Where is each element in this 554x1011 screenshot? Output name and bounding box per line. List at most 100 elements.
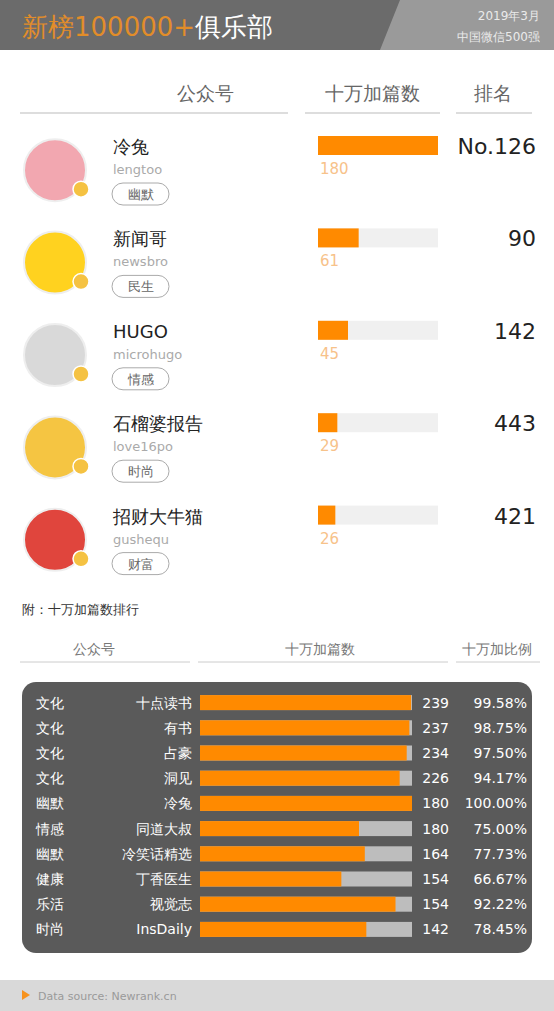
top-table: 公众号十万加篇数排名冷兔lengtoo幽默180No.126新闻哥newsbro… [20, 82, 536, 575]
tag: 健康 [36, 871, 64, 887]
footer-bg [0, 980, 554, 1011]
header-underline [305, 113, 440, 114]
data-label: 92.22% [474, 896, 527, 912]
ranking-table: 附：十万加篇数排行公众号十万加篇数十万加比例文化十点读书23999.58%文化有… [20, 602, 540, 953]
count: 226 [422, 770, 449, 786]
tracks [200, 695, 412, 937]
account-id: microhugo [113, 347, 182, 362]
rank: No.126 [457, 134, 536, 159]
bar [318, 228, 359, 247]
header-underline [198, 662, 448, 663]
account-name: 有书 [164, 720, 192, 736]
count: 180 [422, 821, 449, 837]
column-header: 公众号 [73, 641, 115, 657]
bar [200, 771, 400, 786]
tag-box [112, 460, 169, 482]
tag: 幽默 [36, 795, 64, 811]
data-label: 99.58% [474, 695, 527, 711]
column-header: 十万加比例 [462, 641, 532, 657]
tag: 情感 [127, 372, 154, 387]
bar-track [318, 506, 438, 525]
tag: 时尚 [128, 464, 154, 479]
account-name: 洞见 [164, 770, 192, 786]
header-title-main: 俱乐部 [195, 12, 273, 42]
data-label: 94.17% [474, 770, 527, 786]
bar-track [200, 897, 412, 912]
tag: 幽默 [128, 187, 154, 202]
footer-arrow [22, 990, 30, 1000]
bar [200, 821, 359, 836]
avatar-badge [73, 366, 89, 382]
account-id: gushequ [113, 532, 169, 547]
header-underline [456, 662, 540, 663]
footer-source: Data source: Newrank.cn [38, 990, 177, 1003]
account-name: 冷兔 [113, 136, 149, 157]
header-bg [0, 0, 554, 50]
header-underline [456, 113, 532, 114]
account-name: 冷兔 [164, 795, 192, 811]
bar-track [200, 796, 412, 811]
account-id: love16po [113, 439, 173, 454]
bar [200, 796, 412, 811]
bars [200, 695, 412, 937]
tag-box [112, 183, 169, 205]
data-label: 75.00% [474, 821, 527, 837]
count: 142 [422, 921, 449, 937]
avatar-badge [73, 274, 89, 290]
tag-box [112, 368, 169, 390]
header-underline [20, 662, 190, 663]
bar [200, 846, 365, 861]
rank: 90 [508, 226, 536, 251]
column-header: 公众号 [177, 82, 234, 104]
bar-track [200, 720, 412, 735]
header-title: 新榜100000+俱乐部 [22, 12, 273, 42]
bar [200, 720, 409, 735]
bars [318, 136, 438, 525]
tracks [318, 136, 438, 525]
count: 239 [422, 695, 449, 711]
bar [200, 872, 341, 887]
count: 164 [422, 846, 449, 862]
tag: 乐活 [36, 896, 64, 912]
bar-track [200, 872, 412, 887]
rank: 142 [494, 319, 536, 344]
header-subtitle: 中国微信500强 [457, 30, 540, 44]
data-label: 100.00% [465, 795, 527, 811]
rank: 443 [494, 411, 536, 436]
data-label: 97.50% [474, 745, 527, 761]
header-bg-right [380, 0, 554, 50]
avatar-badge [73, 551, 89, 567]
data-label: 61 [320, 252, 339, 270]
column-header: 排名 [474, 82, 512, 104]
data-label: 45 [320, 345, 339, 363]
bar-track [318, 321, 438, 340]
data-label: 77.73% [474, 846, 527, 862]
section-title: 附：十万加篇数排行 [22, 602, 139, 617]
tag: 文化 [36, 695, 64, 711]
data-label: 66.67% [474, 871, 527, 887]
bar-track [318, 413, 438, 432]
account-name: 占豪 [164, 745, 192, 761]
bar-track [318, 228, 438, 247]
header-underline [20, 113, 288, 114]
data-label: 78.45% [474, 921, 527, 937]
bar-track [200, 922, 412, 937]
tag: 民生 [128, 279, 154, 294]
count: 237 [422, 720, 449, 736]
account-id: lengtoo [113, 162, 162, 177]
tag: 幽默 [36, 846, 64, 862]
bar-track [200, 771, 412, 786]
bar-track [200, 821, 412, 836]
bar-track [200, 695, 412, 710]
bar-track [318, 136, 438, 155]
tag: 财富 [128, 557, 154, 572]
data-label: 98.75% [474, 720, 527, 736]
column-header: 十万加篇数 [325, 82, 420, 104]
avatar-badge [73, 458, 89, 474]
count: 154 [422, 871, 449, 887]
account-name: 新闻哥 [113, 228, 167, 249]
bar-track [200, 746, 412, 761]
avatar-badge [73, 181, 89, 197]
bar [200, 922, 366, 937]
account-name: 招财大牛猫 [112, 506, 203, 527]
